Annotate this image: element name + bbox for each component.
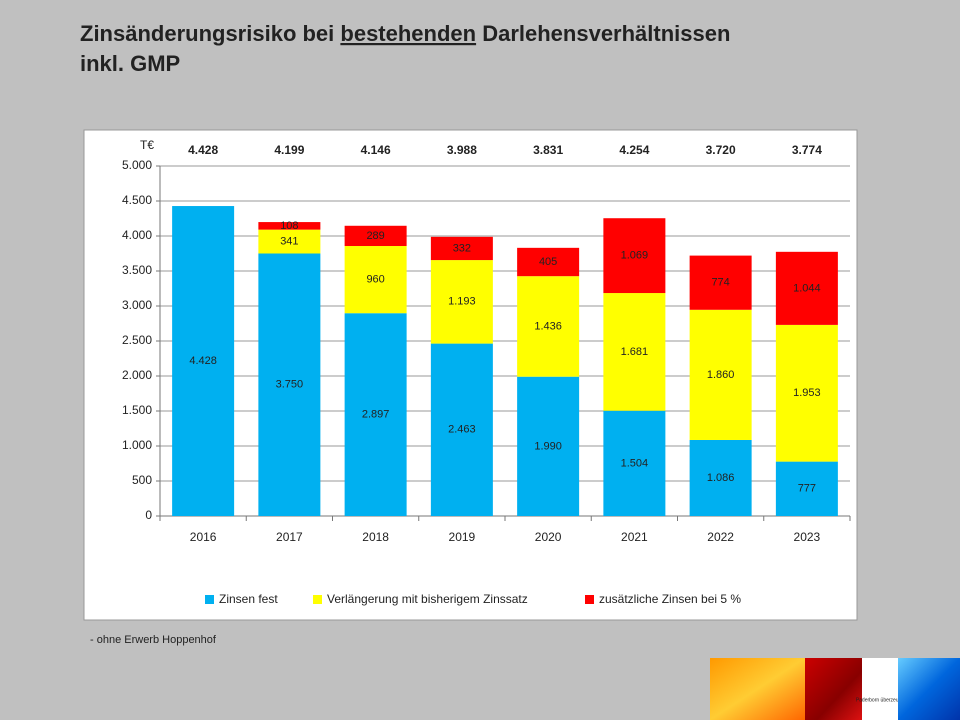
y-tick-label: 2.500 xyxy=(122,333,152,347)
data-label: 1.953 xyxy=(793,387,821,399)
x-tick-label: 2021 xyxy=(621,530,648,544)
bar-segment xyxy=(603,218,666,294)
footnote: - ohne Erwerb Hoppenhof xyxy=(90,634,217,646)
x-tick-label: 2018 xyxy=(362,530,389,544)
deco-image xyxy=(898,658,960,720)
y-tick-label: 3.000 xyxy=(122,298,152,312)
bar-segment xyxy=(775,324,838,462)
bar-segment xyxy=(430,343,493,516)
bar-segment xyxy=(258,222,321,230)
data-label: 4.428 xyxy=(189,355,217,367)
bar-segment xyxy=(603,410,666,516)
total-label: 4.199 xyxy=(274,143,304,157)
total-label: 3.988 xyxy=(447,143,477,157)
title: Zinsänderungsrisiko bei bestehenden Darl… xyxy=(80,21,730,46)
title-part: Darlehensverhältnissen xyxy=(476,21,730,46)
title-line2: inkl. GMP xyxy=(80,51,180,76)
title-part: Zinsänderungsrisiko bei xyxy=(80,21,340,46)
bar-segment xyxy=(258,229,321,254)
total-label: 3.720 xyxy=(706,143,736,157)
total-label: 4.428 xyxy=(188,143,218,157)
data-label: 289 xyxy=(366,230,384,242)
bar-segment xyxy=(689,309,752,440)
legend-label: Verlängerung mit bisherigem Zinssatz xyxy=(327,592,528,606)
y-tick-label: 4.000 xyxy=(122,228,152,242)
data-label: 1.681 xyxy=(621,346,649,358)
logo-text: Paderborn überzeugt. xyxy=(856,697,904,703)
x-tick-label: 2019 xyxy=(449,530,476,544)
data-label: 1.193 xyxy=(448,296,476,308)
y-tick-label: 1.500 xyxy=(122,403,152,417)
total-label: 3.774 xyxy=(792,143,822,157)
data-label: 1.069 xyxy=(621,250,649,262)
title-part: bestehenden xyxy=(340,21,476,46)
data-label: 777 xyxy=(798,483,816,495)
deco-image xyxy=(710,658,805,720)
bar-segment xyxy=(689,255,752,310)
bar-segment xyxy=(517,376,580,516)
y-tick-label: 500 xyxy=(132,473,152,487)
bar-segment xyxy=(603,293,666,411)
logo xyxy=(862,658,898,720)
y-tick-label: 1.000 xyxy=(122,438,152,452)
bar-segment xyxy=(689,439,752,516)
data-label: 3.750 xyxy=(276,379,304,391)
y-tick-label: 5.000 xyxy=(122,158,152,172)
data-label: 332 xyxy=(453,242,471,254)
bar-segment xyxy=(258,253,321,516)
bar-segment xyxy=(517,276,580,377)
y-tick-label: 0 xyxy=(145,508,152,522)
legend-swatch xyxy=(205,595,214,604)
data-label: 774 xyxy=(711,277,729,289)
bar-segment xyxy=(430,236,493,261)
bar-segment xyxy=(344,313,407,516)
x-tick-label: 2016 xyxy=(190,530,217,544)
data-label: 1.044 xyxy=(793,282,821,294)
legend-label: Zinsen fest xyxy=(219,592,278,606)
legend-swatch xyxy=(585,595,594,604)
data-label: 341 xyxy=(280,235,298,247)
y-tick-label: 3.500 xyxy=(122,263,152,277)
y-tick-label: 2.000 xyxy=(122,368,152,382)
data-label: 1.990 xyxy=(534,440,562,452)
x-tick-label: 2017 xyxy=(276,530,303,544)
data-label: 405 xyxy=(539,256,557,268)
y-tick-label: 4.500 xyxy=(122,193,152,207)
bar-segment xyxy=(430,260,493,344)
data-label: 1.504 xyxy=(621,457,649,469)
legend-label: zusätzliche Zinsen bei 5 % xyxy=(599,592,741,606)
legend-swatch xyxy=(313,595,322,604)
data-label: 960 xyxy=(366,274,384,286)
bar-segment xyxy=(344,246,407,314)
data-label: 1.086 xyxy=(707,472,735,484)
total-label: 3.831 xyxy=(533,143,563,157)
total-label: 4.254 xyxy=(619,143,649,157)
x-tick-label: 2022 xyxy=(707,530,734,544)
data-label: 108 xyxy=(280,220,298,232)
data-label: 2.897 xyxy=(362,409,390,421)
data-label: 2.463 xyxy=(448,424,476,436)
data-label: 1.436 xyxy=(534,320,562,332)
bar-segment xyxy=(172,206,235,517)
y-unit: T€ xyxy=(140,138,154,152)
deco-image xyxy=(805,658,862,720)
bar-segment xyxy=(517,247,580,277)
x-tick-label: 2020 xyxy=(535,530,562,544)
bar-segment xyxy=(775,461,838,516)
data-label: 1.860 xyxy=(707,369,735,381)
bar-segment xyxy=(344,225,407,247)
x-tick-label: 2023 xyxy=(794,530,821,544)
total-label: 4.146 xyxy=(361,143,391,157)
bar-segment xyxy=(775,251,838,325)
